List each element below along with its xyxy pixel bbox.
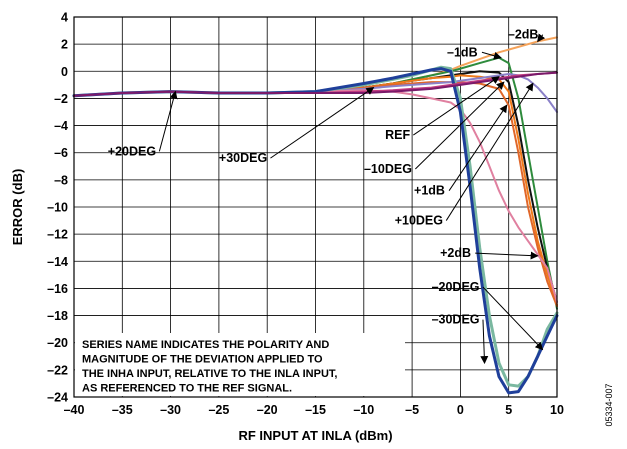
x-tick-label: 5 bbox=[505, 403, 512, 417]
note-line-2: MAGNITUDE OF THE DEVIATION APPLIED TO bbox=[82, 354, 323, 366]
note-box bbox=[75, 333, 405, 396]
y-tick-label: –22 bbox=[47, 363, 68, 377]
annotation-label: REF bbox=[385, 128, 410, 142]
series-annotations: –2dB –1dB REF –10DEG+1dB +10DEG +2dB –20DEG –30… bbox=[108, 28, 546, 365]
annotation-label: –1dB bbox=[447, 45, 478, 59]
annotation-label: +1dB bbox=[414, 184, 445, 198]
annotation-label: –2dB bbox=[508, 28, 539, 42]
y-tick-label: 4 bbox=[61, 11, 68, 25]
y-tick-label: –16 bbox=[47, 282, 68, 296]
annotation-arrow bbox=[413, 76, 500, 136]
annotation-arrow bbox=[537, 33, 546, 43]
annotation-arrow bbox=[481, 51, 502, 60]
annotation-label: –30DEG bbox=[432, 313, 480, 327]
y-tick-label: –20 bbox=[47, 336, 68, 350]
annotation-label: +2dB bbox=[440, 246, 471, 260]
note-line-3: THE INHA INPUT, RELATIVE TO THE INLA INP… bbox=[82, 368, 337, 380]
y-tick-label: –24 bbox=[47, 391, 68, 405]
annotation-arrow bbox=[475, 251, 539, 260]
y-tick-label: 0 bbox=[61, 65, 68, 79]
annotation-arrow bbox=[445, 82, 534, 221]
series-line-+30DEG bbox=[73, 71, 558, 97]
x-tick-label: –20 bbox=[257, 403, 278, 417]
note-text: SERIES NAME INDICATES THE POLARITY AND M… bbox=[82, 339, 337, 395]
annotation-label: +10DEG bbox=[395, 214, 443, 228]
y-tick-label: –14 bbox=[47, 255, 68, 269]
x-tick-label: –30 bbox=[160, 403, 181, 417]
note-line-4: AS REFERENCED TO THE REF SIGNAL. bbox=[82, 383, 292, 395]
annotation-label: +20DEG bbox=[108, 144, 156, 158]
y-tick-label: 2 bbox=[61, 38, 68, 52]
annotation-arrow bbox=[414, 81, 505, 170]
y-tick-label: –12 bbox=[47, 228, 68, 242]
y-tick-label: –8 bbox=[54, 173, 68, 187]
x-tick-label: –25 bbox=[208, 403, 229, 417]
annotation-label: –20DEG bbox=[432, 280, 480, 294]
note-line-1: SERIES NAME INDICATES THE POLARITY AND bbox=[82, 339, 329, 351]
annotation-arrow bbox=[158, 90, 178, 152]
x-tick-label: –15 bbox=[305, 403, 326, 417]
annotation-label: –10DEG bbox=[364, 162, 412, 176]
x-tick-label: –10 bbox=[353, 403, 374, 417]
x-tick-label: –5 bbox=[405, 403, 419, 417]
x-tick-label: 0 bbox=[457, 403, 464, 417]
annotation-arrow bbox=[448, 104, 508, 191]
annotation-arrow bbox=[482, 286, 544, 351]
y-tick-label: –4 bbox=[54, 119, 68, 133]
tick-labels: –40 –35 –30 –25 –20 –15 –10 –5 0 5 10 4 2 0 –2 –4 –6 –8 –1… bbox=[47, 11, 564, 418]
plot-frame bbox=[73, 16, 558, 398]
annotation-arrow bbox=[270, 87, 375, 159]
x-tick-label: –35 bbox=[112, 403, 133, 417]
y-tick-label: –10 bbox=[47, 201, 68, 215]
y-tick-label: –2 bbox=[54, 92, 68, 106]
figure-id: 05334-007 bbox=[604, 383, 614, 426]
annotation-arrow bbox=[480, 319, 489, 365]
x-axis-title: RF INPUT AT INLA (dBm) bbox=[238, 428, 392, 443]
x-tick-label: –40 bbox=[64, 403, 85, 417]
x-tick-label: 10 bbox=[550, 403, 564, 417]
y-tick-label: –6 bbox=[54, 146, 68, 160]
y-tick-label: –18 bbox=[47, 309, 68, 323]
annotation-label: +30DEG bbox=[219, 151, 267, 165]
y-axis-title: ERROR (dB) bbox=[10, 169, 25, 246]
